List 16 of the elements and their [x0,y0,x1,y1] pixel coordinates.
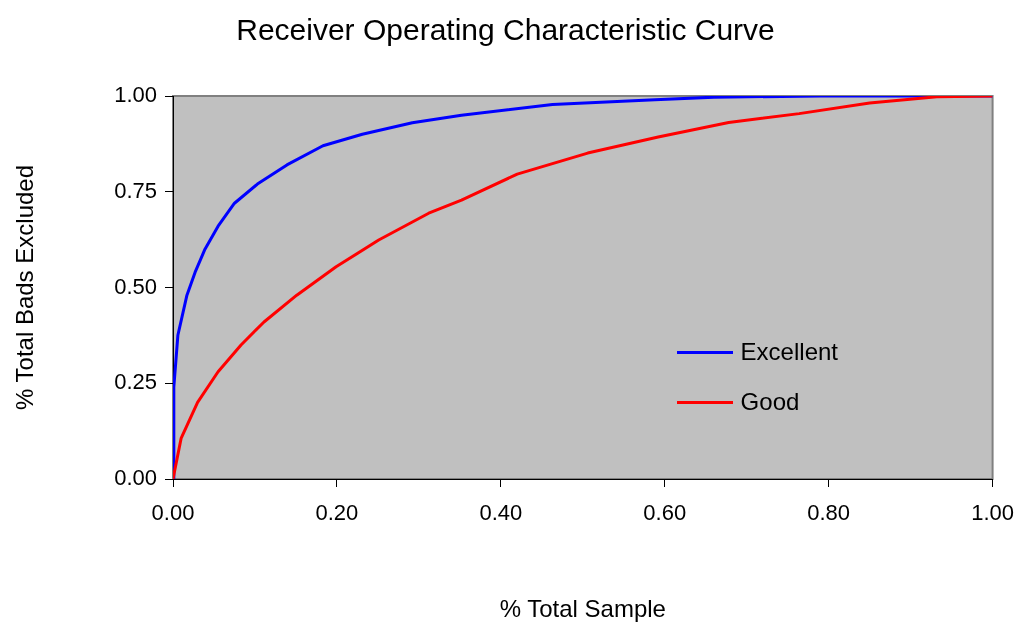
y-tick-label: 0.25 [114,369,157,395]
y-tick-label: 0.50 [114,273,157,299]
x-tick-label: 0.40 [479,500,523,526]
legend-label: Excellent [740,338,838,366]
legend-label: Good [740,388,800,416]
x-tick-label: 0.80 [807,500,851,526]
y-tick-label: 0.00 [114,465,157,491]
x-tick-label: 0.00 [151,500,195,526]
x-axis-title: % Total Sample [499,595,666,623]
chart-title: Receiver Operating Characteristic Curve [236,13,775,47]
y-axis-title: % Total Bads Excluded [11,164,39,411]
y-tick-label: 0.75 [114,177,157,203]
x-tick-label: 0.60 [643,500,687,526]
x-tick-label: 1.00 [971,500,1014,526]
x-tick-label: 0.20 [315,500,359,526]
y-tick-label: 1.00 [114,82,157,108]
